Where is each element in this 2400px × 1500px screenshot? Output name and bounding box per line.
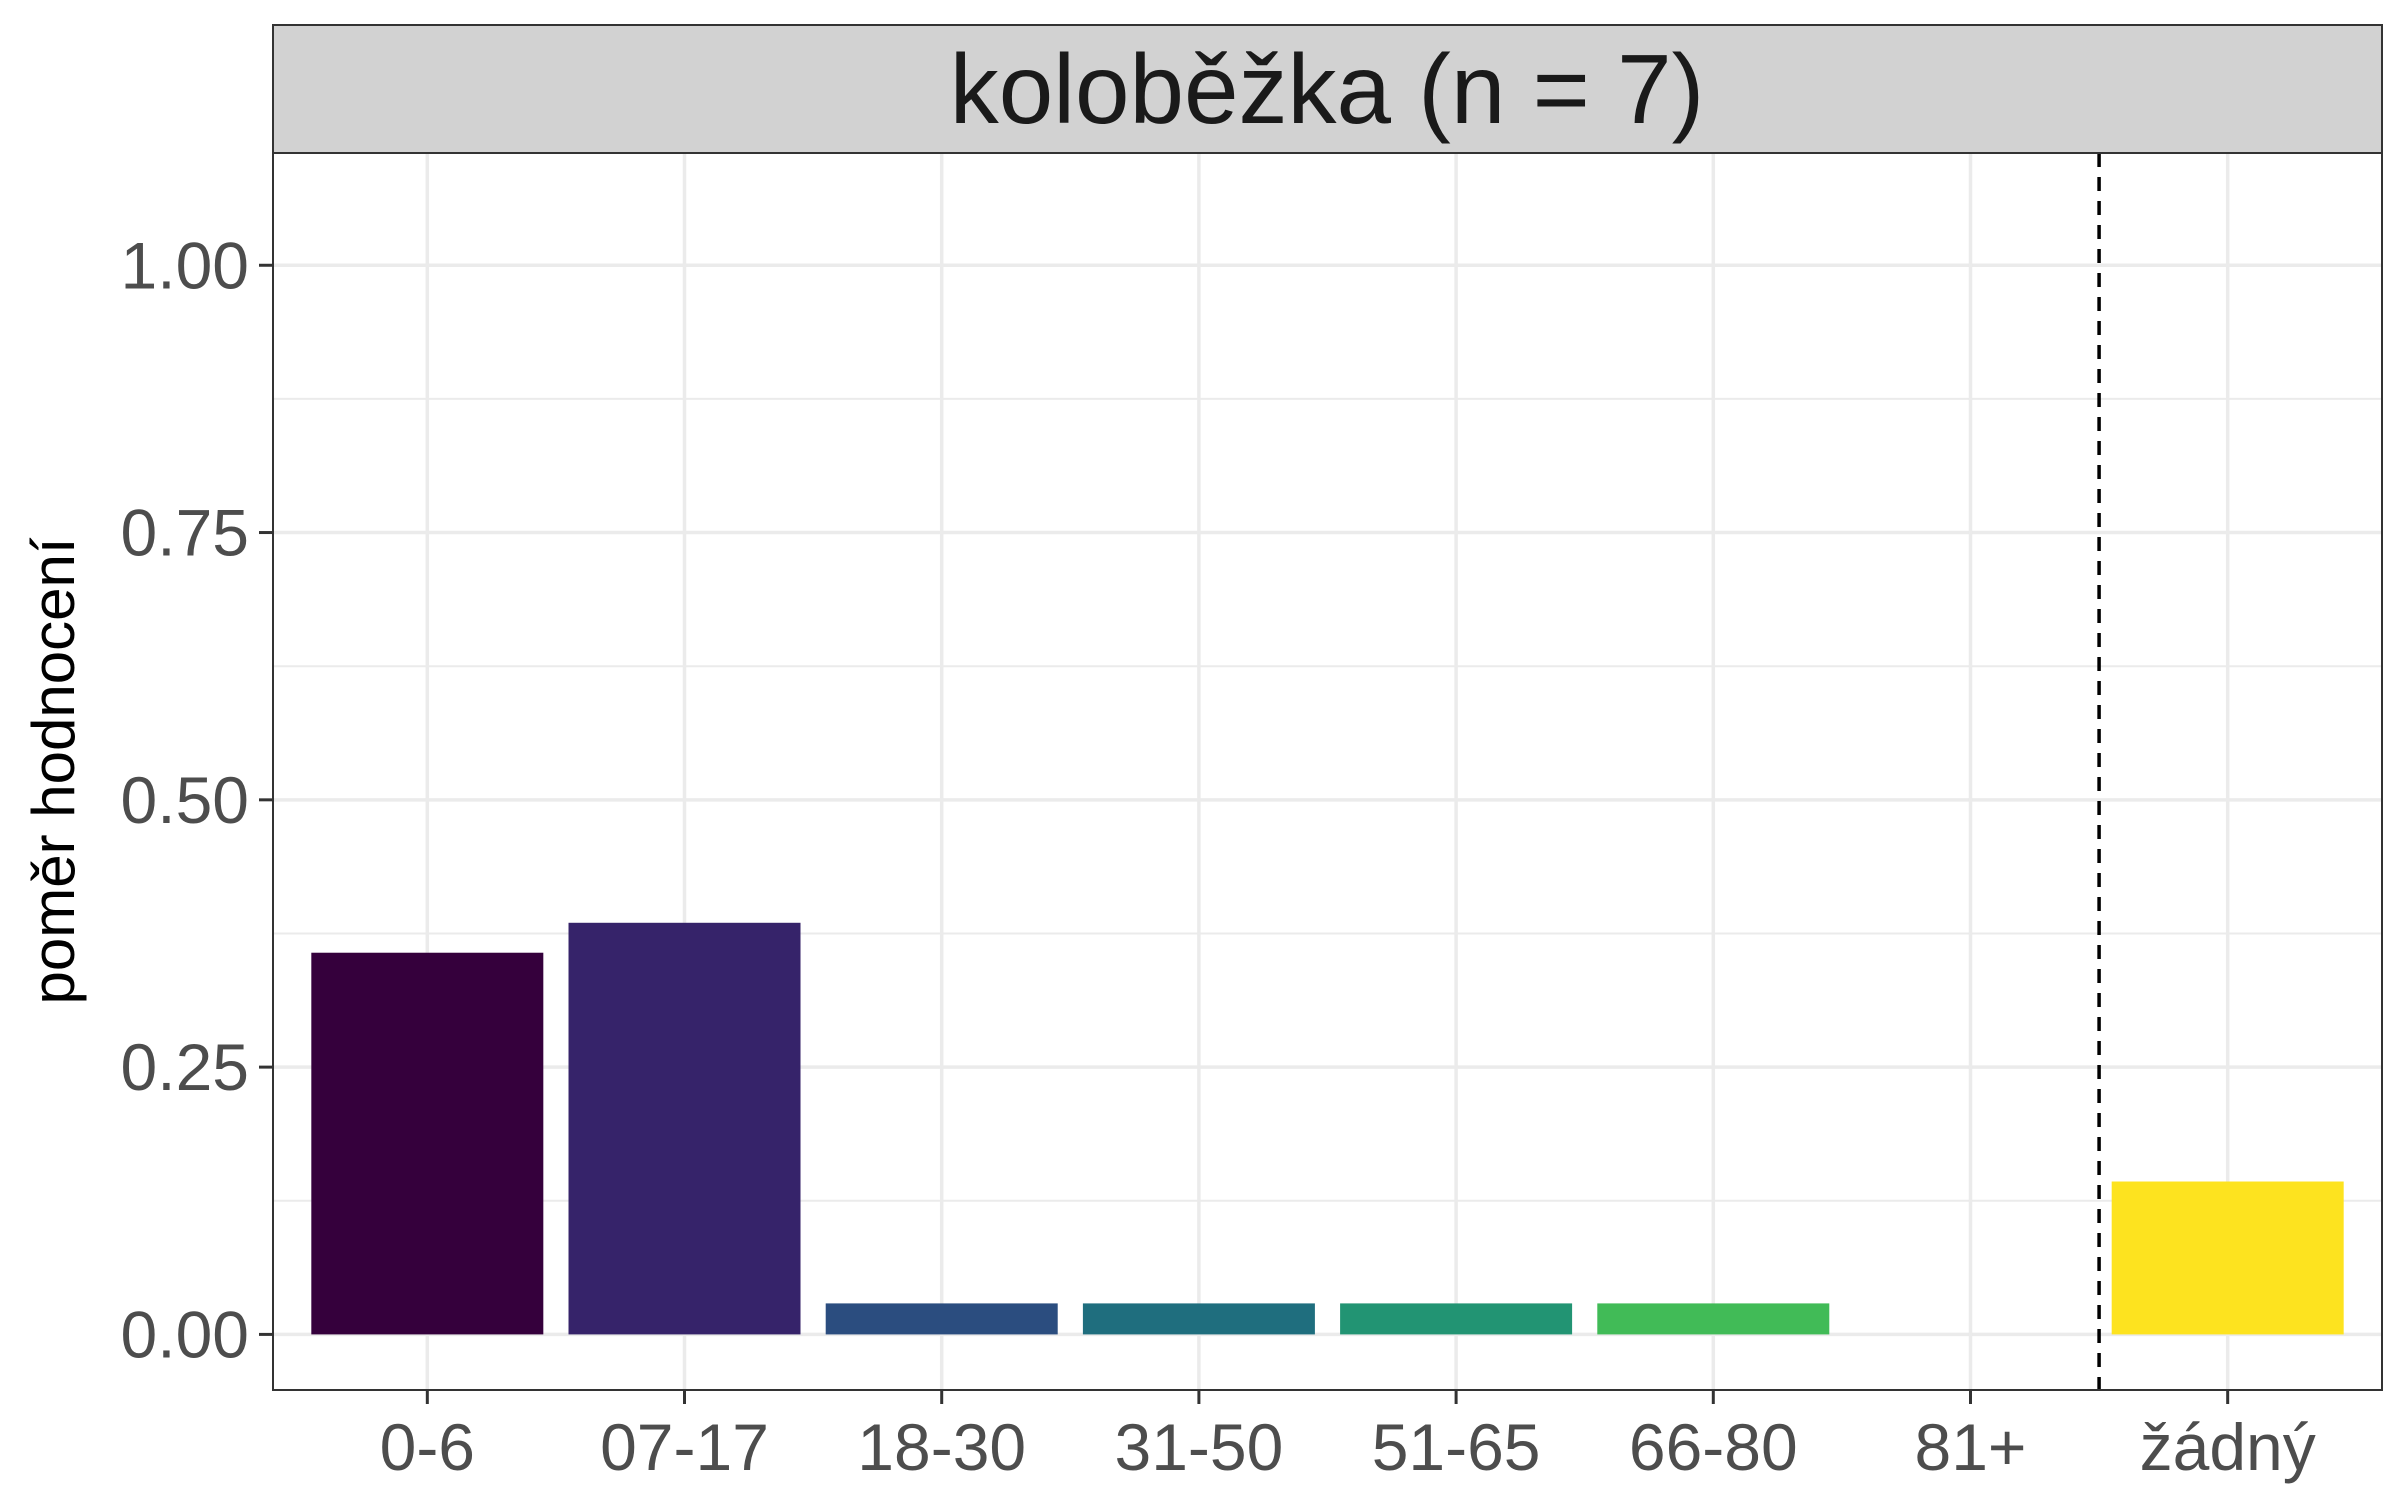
y-axis-title: poměr hodnocení [20,537,87,1004]
y-tick-label: 0.00 [121,1297,249,1371]
x-tick-label: 0-6 [380,1410,475,1484]
bar-0-6 [311,952,544,1335]
bar-51-65 [1340,1303,1573,1335]
facet-strip [272,24,2383,154]
y-tick-label: 0.75 [121,496,249,570]
bar-31-50 [1082,1303,1315,1335]
x-tick-label: 31-50 [1114,1410,1283,1484]
chart-title: koloběžka (n = 7) [950,34,1704,144]
bar-18-30 [825,1303,1058,1335]
y-tick-label: 0.25 [121,1030,249,1104]
x-tick-label: 66-80 [1629,1410,1798,1484]
bar-07-17 [568,922,801,1335]
x-tick-label: 51-65 [1372,1410,1541,1484]
bar-žádný [2111,1181,2344,1335]
panel-border [272,152,2383,1391]
x-tick-label: 81+ [1915,1410,2027,1484]
bar-66-80 [1597,1303,1830,1335]
x-tick-label: 18-30 [857,1410,1026,1484]
x-tick-label: 07-17 [600,1410,769,1484]
x-tick-label: žádný [2140,1410,2316,1484]
x-axis: 0-6 07-17 18-30 31-50 51-65 66-80 81+ žádný [380,1390,2316,1484]
y-tick-label: 1.00 [121,228,249,302]
y-tick-label: 0.50 [121,763,249,837]
bars [311,922,2344,1335]
y-axis: 0.00 0.25 0.50 0.75 1.00 [121,228,273,1371]
